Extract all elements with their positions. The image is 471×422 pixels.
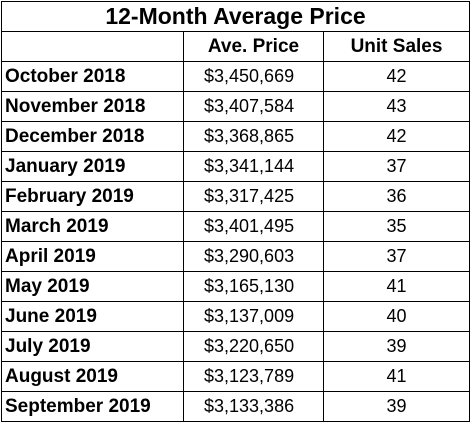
table-row: July 2019 $3,220,650 39	[1, 331, 470, 362]
month-cell: June 2019	[1, 301, 184, 332]
unit-sales-cell: 39	[323, 391, 470, 422]
month-cell: October 2018	[1, 61, 184, 92]
price-cell: $3,341,144	[183, 151, 324, 182]
month-cell: January 2019	[1, 151, 184, 182]
price-cell: $3,407,584	[183, 91, 324, 122]
unit-sales-cell: 41	[323, 361, 470, 392]
price-cell: $3,133,386	[183, 391, 324, 422]
table-title: 12-Month Average Price	[1, 1, 470, 32]
table-row: August 2019 $3,123,789 41	[1, 361, 470, 392]
price-cell: $3,137,009	[183, 301, 324, 332]
month-cell: November 2018	[1, 91, 184, 122]
month-cell: May 2019	[1, 271, 184, 302]
unit-sales-cell: 39	[323, 331, 470, 362]
unit-sales-cell: 41	[323, 271, 470, 302]
unit-sales-cell: 37	[323, 151, 470, 182]
month-cell: April 2019	[1, 241, 184, 272]
price-cell: $3,220,650	[183, 331, 324, 362]
unit-sales-cell: 42	[323, 121, 470, 152]
table-row: October 2018 $3,450,669 42	[1, 61, 470, 92]
table-row: January 2019 $3,341,144 37	[1, 151, 470, 182]
unit-sales-cell: 43	[323, 91, 470, 122]
price-cell: $3,290,603	[183, 241, 324, 272]
table-row: February 2019 $3,317,425 36	[1, 181, 470, 212]
price-cell: $3,368,865	[183, 121, 324, 152]
month-cell: August 2019	[1, 361, 184, 392]
month-cell: March 2019	[1, 211, 184, 242]
price-cell: $3,123,789	[183, 361, 324, 392]
price-cell: $3,165,130	[183, 271, 324, 302]
price-cell: $3,401,495	[183, 211, 324, 242]
header-row: Ave. Price Unit Sales	[1, 31, 470, 62]
header-ave-price: Ave. Price	[183, 31, 324, 62]
header-unit-sales: Unit Sales	[323, 31, 470, 62]
title-row: 12-Month Average Price	[1, 1, 470, 32]
unit-sales-cell: 37	[323, 241, 470, 272]
table-row: May 2019 $3,165,130 41	[1, 271, 470, 302]
table-row: June 2019 $3,137,009 40	[1, 301, 470, 332]
price-cell: $3,317,425	[183, 181, 324, 212]
unit-sales-cell: 35	[323, 211, 470, 242]
table-row: March 2019 $3,401,495 35	[1, 211, 470, 242]
month-cell: December 2018	[1, 121, 184, 152]
table-row: September 2019 $3,133,386 39	[1, 391, 470, 422]
unit-sales-cell: 36	[323, 181, 470, 212]
month-cell: September 2019	[1, 391, 184, 422]
unit-sales-cell: 40	[323, 301, 470, 332]
month-cell: February 2019	[1, 181, 184, 212]
unit-sales-cell: 42	[323, 61, 470, 92]
month-cell: July 2019	[1, 331, 184, 362]
table-row: April 2019 $3,290,603 37	[1, 241, 470, 272]
table-row: November 2018 $3,407,584 43	[1, 91, 470, 122]
price-cell: $3,450,669	[183, 61, 324, 92]
header-month	[1, 31, 184, 62]
table-row: December 2018 $3,368,865 42	[1, 121, 470, 152]
